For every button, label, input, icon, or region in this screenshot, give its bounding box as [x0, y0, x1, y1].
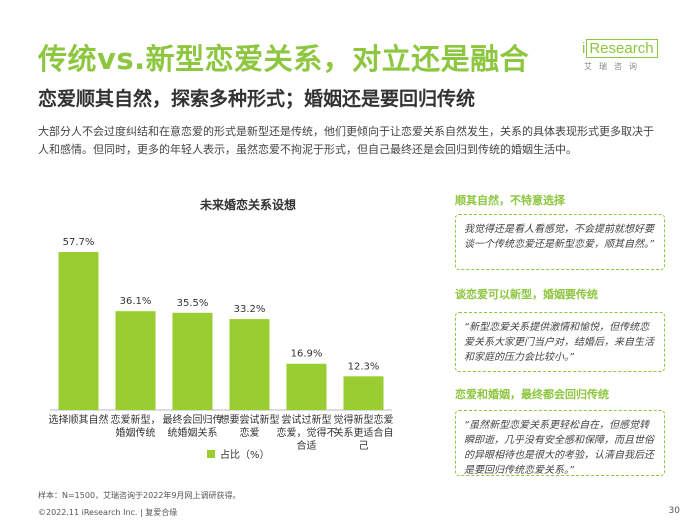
bar-value-label: 36.1% — [120, 296, 152, 307]
x-tick-label: 关系更适合自 — [334, 426, 394, 439]
quote-block-2: 谈恋爱可以新型，婚姻要传统 — [455, 286, 665, 302]
intro-paragraph: 大部分人不会过度纠结和在意恋爱的形式是新型还是传统，他们更倾向于让恋爱关系自然发… — [38, 125, 654, 156]
x-tick-label: 恋爱，觉得不 — [277, 426, 337, 439]
bar — [286, 363, 327, 410]
legend-label: 占比（%） — [220, 448, 270, 461]
x-tick-label: 恋爱 — [240, 426, 260, 439]
bar — [229, 319, 270, 410]
bar — [58, 252, 99, 410]
chart-title: 未来婚恋关系设想 — [199, 198, 296, 212]
iresearch-logo: i Research 艾瑞咨询 — [582, 39, 664, 76]
quote-heading-2: 谈恋爱可以新型，婚姻要传统 — [455, 288, 598, 301]
legend-swatch — [207, 450, 215, 458]
logo-i: i — [582, 40, 586, 57]
quote-heading-3: 恋爱和婚姻，最终都会回归传统 — [455, 388, 609, 401]
quote-box-3: “虽然新型恋爱关系更轻松自在，但感觉转瞬即逝，几乎没有安全感和保障，而且世俗的异… — [455, 410, 665, 476]
x-tick-label: 尝试过新型 — [282, 413, 332, 426]
page-title: 传统vs.新型恋爱关系，对立还是融合 — [38, 42, 530, 76]
quote-block-1: 顺其自然，不特意选择 — [455, 192, 665, 208]
bar — [343, 376, 384, 410]
logo-wordmark: i Research — [582, 39, 658, 58]
sample-footnote: 样本：N=1500，艾瑞咨询于2022年9月网上调研获得。 — [38, 491, 241, 500]
logo-cn-text: 艾瑞咨询 — [584, 62, 644, 71]
x-tick-label: 选择顺其自然 — [49, 413, 109, 426]
bar-chart: 57.7% 选择顺其自然 36.1% 恋爱新型，婚姻传统 35.5% 最终会回归传统婚姻关… — [49, 237, 394, 461]
x-tick-label: 最终会回归传 — [163, 413, 223, 426]
page-subtitle: 恋爱顺其自然，探索多种形式；婚姻还是要回归传统 — [38, 88, 476, 110]
page-number: 30 — [668, 506, 680, 516]
quote-box-1: 我觉得还是看人看感觉，不会提前就想好要谈一个传统恋爱还是新型恋爱，顺其自然。” — [455, 214, 665, 270]
logo-research: Research — [586, 39, 658, 58]
x-tick-label: 统婚姻关系 — [168, 426, 218, 439]
x-tick-label: 恋爱新型， — [111, 413, 161, 426]
bar — [172, 312, 213, 410]
bar-value-label: 12.3% — [348, 361, 380, 372]
quote-heading-1: 顺其自然，不特意选择 — [455, 194, 565, 207]
x-tick-label: 己 — [359, 441, 369, 452]
quote-block-3: 恋爱和婚姻，最终都会回归传统 — [455, 386, 665, 402]
bar — [115, 311, 156, 410]
x-tick-label: 合适 — [297, 439, 317, 452]
quote-box-2: “新型恋爱关系提供激情和愉悦，但传统恋爱关系大家更门当户对，结婚后，来自生活和家… — [455, 312, 665, 372]
x-tick-label: 觉得新型恋爱 — [334, 413, 394, 426]
copyright-footer: ©2022.11 iResearch Inc. | 复爱合缘 — [38, 508, 178, 517]
bar-value-label: 33.2% — [234, 304, 266, 315]
x-tick-label: 想要尝试新型 — [220, 413, 280, 426]
bar-value-label: 16.9% — [291, 349, 323, 360]
bar-value-label: 35.5% — [177, 298, 209, 309]
x-tick-label: 婚姻传统 — [116, 426, 156, 439]
bar-value-label: 57.7% — [63, 237, 95, 248]
